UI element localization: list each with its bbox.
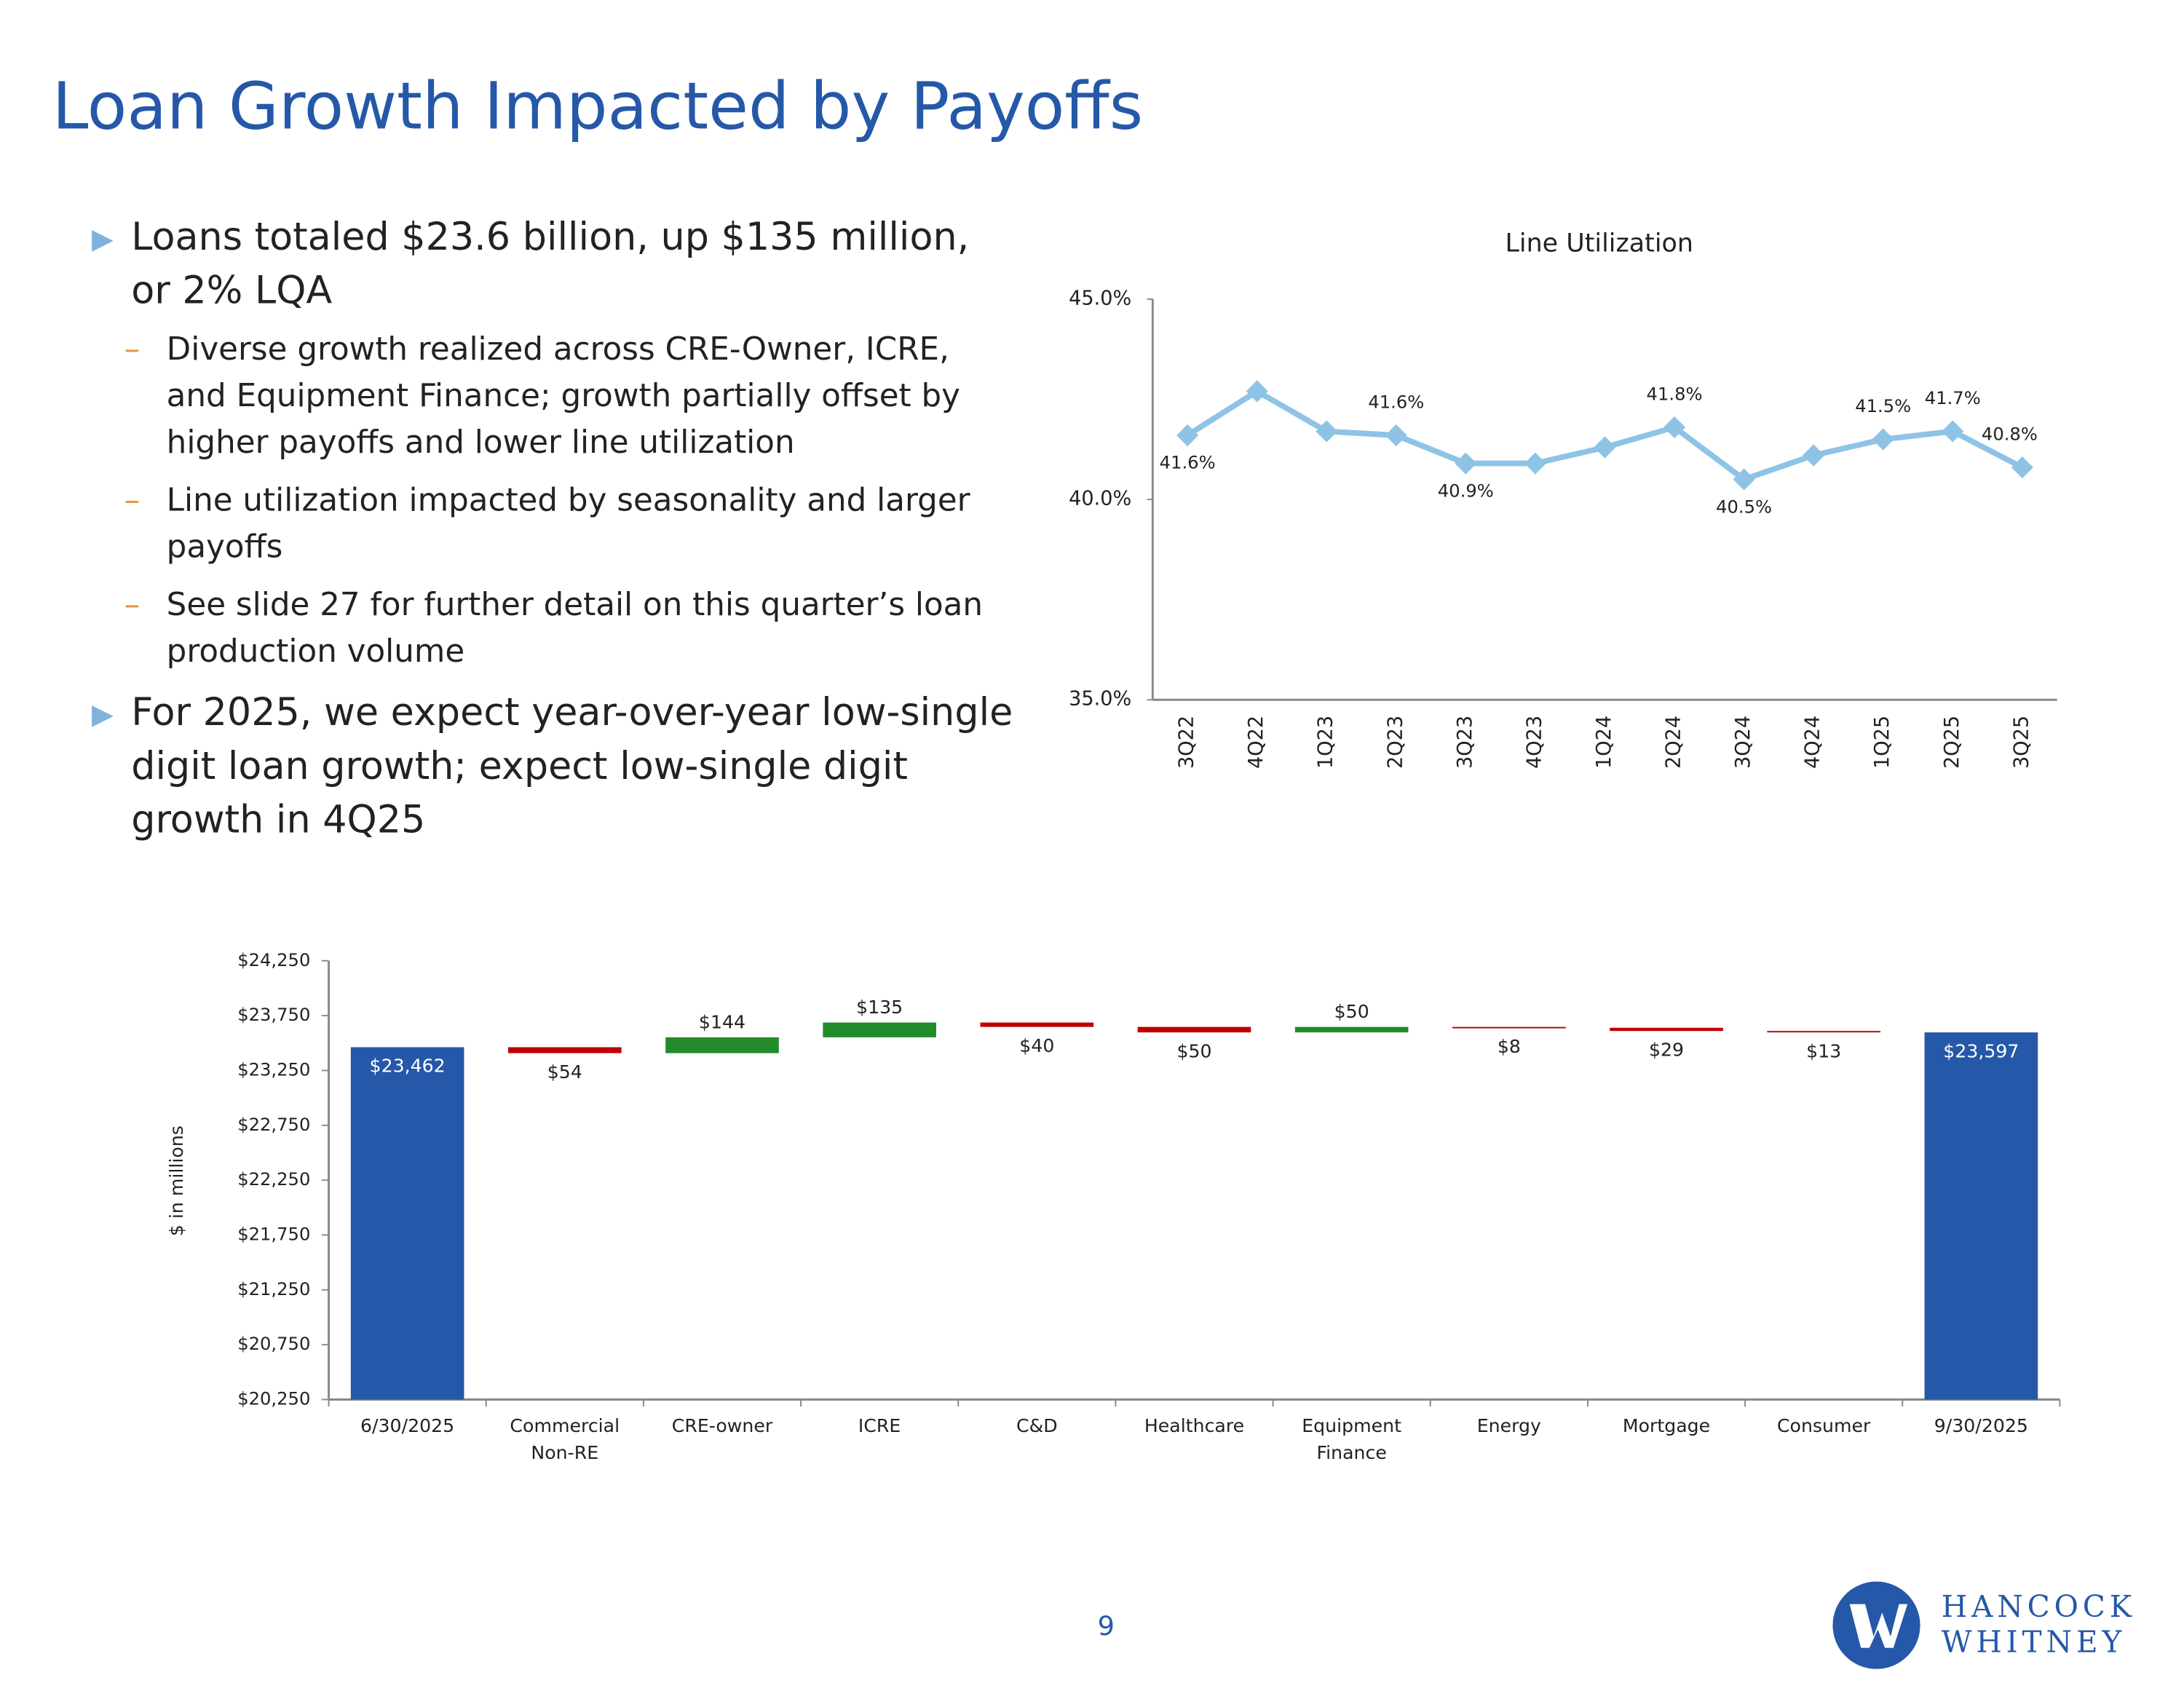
point [1524, 452, 1546, 475]
x-tick-label: 1Q24 [1593, 716, 1615, 769]
x-tick-label: 4Q23 [1523, 716, 1546, 769]
x-tick-label: 2Q23 [1384, 716, 1406, 769]
y-tick-label: $23,750 [237, 1005, 310, 1025]
x-tick-label: Commercial Non-RE [510, 1416, 620, 1465]
point [1594, 436, 1616, 459]
bullet: ▶ For 2025, we expect year-over-year low-… [84, 687, 1016, 848]
x-tick-label: 6/30/2025 [360, 1416, 455, 1438]
point [1803, 444, 1825, 467]
x-tick-label: Mortgage [1622, 1416, 1711, 1438]
bar-decrease [507, 1047, 622, 1053]
x-tick-label: Equipment Finance [1302, 1416, 1402, 1465]
x-tick-label: C&D [1016, 1416, 1058, 1438]
x-tick-label: 9/30/2025 [1934, 1416, 2028, 1438]
bullet-marker: ▶ [91, 221, 114, 256]
data-label: $144 [699, 1012, 745, 1033]
y-tick-label: $22,250 [237, 1169, 310, 1190]
x-tick-label: 1Q25 [1871, 716, 1894, 769]
y-tick-label: 40.0% [1069, 488, 1131, 510]
point [1872, 428, 1894, 451]
data-label: $23,597 [1943, 1040, 2019, 1061]
x-tick-label: 4Q24 [1802, 716, 1824, 769]
data-label: $29 [1649, 1039, 1684, 1060]
x-tick-label: ICRE [858, 1416, 901, 1438]
page-number: 9 [1097, 1611, 1115, 1642]
data-label: $50 [1176, 1040, 1211, 1061]
x-tick-label: Energy [1476, 1416, 1541, 1438]
slide-title: Loan Growth Impacted by Payoffs [52, 68, 1144, 144]
data-label: $50 [1334, 1001, 1369, 1022]
x-tick-label: 3Q24 [1732, 716, 1754, 769]
bullet: ▶ Loans totaled $23.6 billion, up $135 mi… [84, 212, 1016, 319]
x-tick-label: 4Q22 [1245, 716, 1267, 769]
y-tick-label: $22,750 [237, 1115, 310, 1135]
x-tick-label: Consumer [1776, 1416, 1871, 1438]
bar-decrease [1767, 1031, 1881, 1033]
bar-decrease [1137, 1026, 1251, 1033]
bar-increase [823, 1022, 936, 1037]
data-label: 41.6% [1368, 392, 1424, 412]
y-tick-label: 45.0% [1069, 287, 1131, 309]
x-tick-label: 2Q25 [1941, 716, 1963, 769]
point [1942, 420, 1964, 443]
chart-title: Line Utilization [1505, 229, 1693, 258]
logo-glyph [1849, 1604, 1908, 1648]
logo-text: HANCOCK [1941, 1590, 2136, 1624]
bar-total [1924, 1032, 2038, 1400]
data-label: $54 [547, 1061, 582, 1083]
data-label: 41.6% [1160, 453, 1216, 473]
data-label: $135 [856, 997, 903, 1018]
data-label: $23,462 [370, 1056, 446, 1077]
x-tick-label: 1Q23 [1315, 716, 1337, 769]
y-tick-label: $23,250 [237, 1059, 310, 1080]
point [1315, 420, 1338, 443]
sub-bullet: – Diverse growth realized across CRE-Owne… [84, 328, 1016, 467]
bullet-marker: – [124, 482, 141, 520]
x-tick-label: Healthcare [1144, 1416, 1245, 1438]
data-label: $13 [1806, 1040, 1841, 1061]
x-tick-label: 3Q23 [1454, 716, 1476, 769]
bullet-marker: ▶ [91, 697, 114, 731]
y-tick-label: $21,750 [237, 1224, 310, 1244]
data-label: 40.5% [1716, 496, 1772, 517]
y-tick-label: 35.0% [1069, 688, 1131, 711]
bar-decrease [1452, 1026, 1566, 1029]
logo-mark [1832, 1581, 1920, 1669]
bar-decrease [1610, 1027, 1723, 1032]
bullet-list: ▶ Loans totaled $23.6 billion, up $135 mi… [84, 212, 1016, 857]
bar-increase [665, 1037, 779, 1053]
x-tick-label: CRE-owner [671, 1416, 773, 1438]
bullet-marker: – [124, 587, 141, 624]
point [1385, 424, 1407, 447]
x-tick-label: 3Q22 [1176, 716, 1198, 769]
y-axis-title: $ in millions [166, 1125, 187, 1236]
data-label: $40 [1019, 1035, 1054, 1056]
bar-increase [1294, 1026, 1409, 1033]
x-tick-label: 3Q25 [2010, 716, 2033, 769]
point [2011, 456, 2033, 479]
point [1455, 452, 1477, 475]
bar-decrease [980, 1022, 1094, 1027]
y-tick-label: $24,250 [237, 950, 310, 970]
sub-bullet: – Line utilization impacted by seasonalit… [84, 478, 1016, 571]
bar-total [350, 1047, 464, 1400]
sub-bullet: – See slide 27 for further detail on this… [84, 582, 1016, 676]
y-tick-label: $21,250 [237, 1279, 310, 1299]
y-tick-label: $20,250 [237, 1388, 310, 1409]
y-tick-label: $20,750 [237, 1334, 310, 1354]
data-label: 41.5% [1855, 396, 1911, 416]
logo-text: WHITNEY [1941, 1625, 2126, 1660]
bullet-marker: – [124, 331, 141, 368]
data-label: 41.8% [1647, 384, 1703, 404]
data-label: $8 [1497, 1036, 1521, 1057]
x-tick-label: 2Q24 [1663, 716, 1685, 769]
data-label: 41.7% [1925, 388, 1981, 408]
data-label: 40.8% [1982, 424, 2038, 444]
data-label: 40.9% [1438, 480, 1494, 501]
